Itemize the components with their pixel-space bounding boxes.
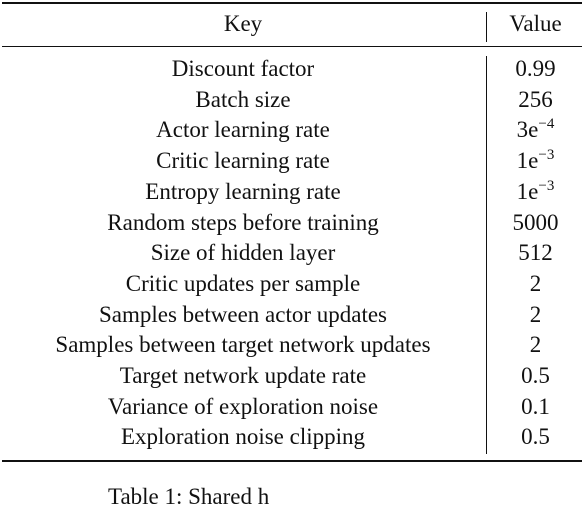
- value-text: 3e: [516, 117, 539, 143]
- header-divider: [486, 12, 487, 42]
- row-key: Critic updates per sample: [125, 270, 361, 296]
- bottom-rule: [2, 460, 582, 462]
- row-value: 0.1: [487, 392, 584, 422]
- row-value: 0.5: [487, 422, 584, 452]
- value-text: 0.5: [521, 424, 550, 450]
- value-text: 2: [529, 332, 542, 358]
- value-text: 5000: [512, 209, 559, 235]
- row-key: Target network update rate: [119, 363, 367, 388]
- value-text: 1e: [516, 148, 539, 174]
- value-text: 1e: [516, 178, 539, 204]
- row-key: Size of hidden layer: [150, 240, 336, 266]
- column-divider: [486, 56, 487, 454]
- row-key: Samples between target network updates: [55, 332, 431, 358]
- row-key: Critic learning rate: [156, 148, 330, 174]
- row-value: 2: [487, 330, 584, 360]
- value-text: 0.99: [515, 56, 556, 81]
- row-value: 3e−4: [487, 115, 584, 145]
- value-exponent: −3: [538, 147, 555, 164]
- caption: Table 1: Shared h: [108, 484, 270, 509]
- row-key: Batch size: [195, 86, 291, 112]
- row-key: Actor learning rate: [156, 117, 330, 143]
- row-key: Variance of exploration noise: [107, 393, 379, 419]
- value-text: 0.1: [521, 393, 550, 419]
- row-value: 5000: [487, 208, 584, 238]
- row-key: Samples between actor updates: [98, 301, 388, 327]
- row-value: 0.99: [487, 54, 584, 84]
- row-key: Entropy learning rate: [145, 178, 341, 204]
- value-text: 0.5: [521, 363, 550, 388]
- top-rule: [2, 2, 582, 4]
- value-text: 512: [518, 240, 553, 266]
- value-text: 2: [529, 301, 542, 327]
- header-key: Key: [223, 11, 263, 36]
- row-value: 1e−3: [487, 177, 584, 207]
- header-rule: [2, 46, 582, 47]
- row-key: Exploration noise clipping: [120, 424, 365, 450]
- row-key: Random steps before training: [107, 209, 379, 235]
- row-value: 256: [487, 85, 584, 115]
- row-value: 1e−3: [487, 146, 584, 176]
- value-text: 256: [518, 86, 553, 112]
- value-exponent: −4: [538, 116, 555, 133]
- row-value: 0.5: [487, 361, 584, 391]
- header-value: Value: [509, 11, 562, 36]
- row-value: 2: [487, 269, 584, 299]
- row-value: 512: [487, 238, 584, 268]
- row-value: 2: [487, 300, 584, 330]
- row-key: Discount factor: [171, 56, 315, 81]
- value-text: 2: [529, 270, 542, 296]
- value-exponent: −3: [538, 177, 555, 194]
